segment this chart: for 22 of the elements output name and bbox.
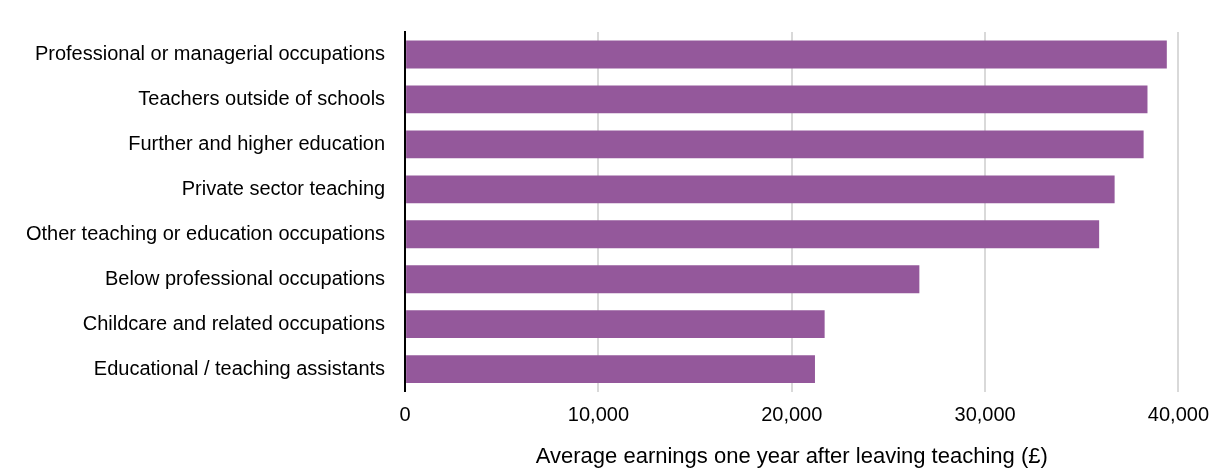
bar <box>406 40 1167 69</box>
x-tick-label: 10,000 <box>567 403 630 426</box>
y-tick-label: Teachers outside of schools <box>138 86 386 109</box>
bar <box>406 310 825 339</box>
x-tick-label: 20,000 <box>761 403 823 426</box>
y-tick-label: Educational / teaching assistants <box>93 356 386 379</box>
y-tick-label: Below professional occupations <box>104 266 386 289</box>
x-tick-label: 30,000 <box>954 403 1016 426</box>
bar <box>406 85 1148 114</box>
y-tick-label: Other teaching or education occupations <box>26 221 386 244</box>
bar <box>406 265 920 294</box>
bar <box>406 130 1144 159</box>
y-tick-label: Further and higher education <box>128 131 386 154</box>
bar <box>406 175 1115 204</box>
bar <box>406 355 815 384</box>
y-tick-label: Childcare and related occupations <box>82 311 386 334</box>
x-tick-label: 40,000 <box>1147 403 1209 426</box>
y-tick-label: Professional or managerial occupations <box>34 41 386 64</box>
x-axis-title: Average earnings one year after leaving teaching (£) <box>535 442 1048 468</box>
bar <box>406 220 1100 249</box>
x-tick-label: 0 <box>399 403 411 426</box>
y-tick-label: Private sector teaching <box>181 176 386 199</box>
